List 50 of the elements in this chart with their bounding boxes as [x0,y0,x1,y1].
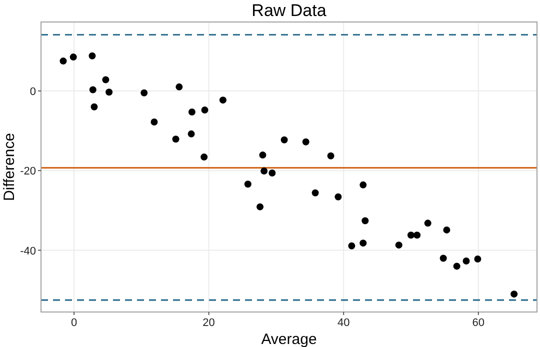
point [188,130,195,138]
point [334,193,342,200]
point [474,256,482,263]
point [259,152,266,159]
y-axis-title: Difference [1,132,18,202]
point [280,136,288,144]
point [88,52,96,60]
point [360,181,367,188]
y-tick-label: 0 [30,86,36,98]
point [188,108,196,116]
point [440,254,447,262]
point [462,258,470,265]
point [302,138,310,146]
point [414,232,421,239]
point [424,220,432,227]
point [443,226,450,234]
point [176,83,183,90]
point [395,242,402,249]
y-tick-label: -40 [20,245,36,258]
point [510,290,518,298]
point [312,189,319,196]
point [260,167,268,174]
point [89,86,96,94]
point [244,180,252,188]
point [200,154,208,161]
point [70,54,77,61]
chart-title: Raw Data [252,1,327,20]
x-tick-label: 0 [70,317,78,329]
point [201,106,208,114]
point [453,262,460,270]
point [150,118,158,126]
point [102,76,110,84]
x-tick-label: 20 [202,317,215,329]
point [256,203,264,210]
point [140,89,148,96]
y-tick-label: -20 [20,166,36,178]
x-axis-title: Average [261,331,317,347]
point [268,169,276,176]
point [90,103,98,110]
x-tick-label: 60 [472,317,484,329]
point [327,152,334,160]
point [407,232,414,239]
point [360,240,367,247]
point [348,242,356,250]
point [172,136,180,143]
point [60,58,67,65]
point [106,88,113,96]
point [219,96,226,104]
x-tick-label: 40 [337,317,350,329]
point [362,217,369,224]
